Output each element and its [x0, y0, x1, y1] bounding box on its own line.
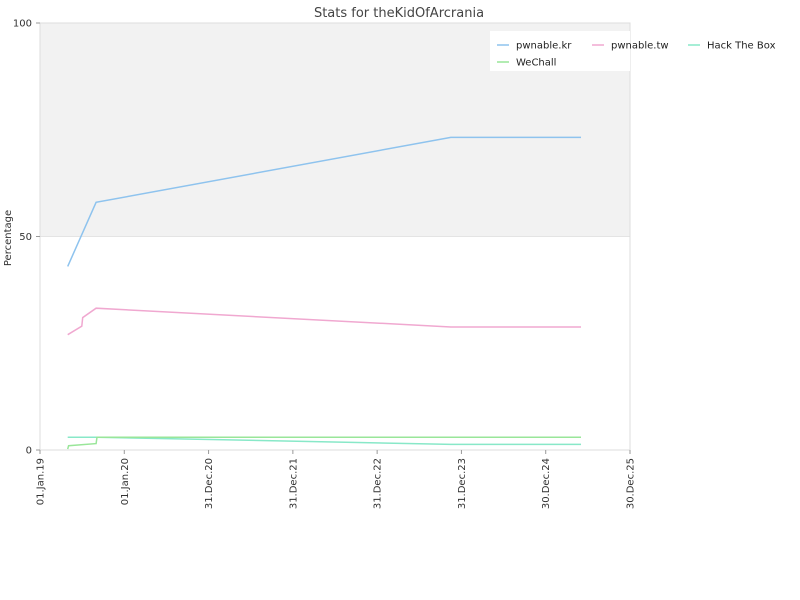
legend-label: pwnable.tw [611, 41, 669, 52]
y-tick-label: 50 [19, 232, 32, 243]
chart-title: Stats for theKidOfArcrania [314, 6, 484, 21]
legend-label: Hack The Box [707, 41, 776, 52]
x-tick-label: 31.Dec.21 [288, 458, 299, 509]
plot-background [39, 22, 631, 451]
x-tick-label: 01.Jan.19 [36, 458, 47, 505]
legend-box [490, 31, 630, 71]
x-tick-label: 31.Dec.20 [204, 458, 215, 509]
x-tick-label: 30.Dec.24 [541, 458, 552, 509]
legend-label: pwnable.kr [516, 41, 572, 52]
legend-label: WeChall [516, 58, 556, 69]
legend: pwnable.kr pwnable.tw Hack The Box WeChall [490, 31, 776, 71]
x-axis: 01.Jan.19 01.Jan.20 31.Dec.20 31.Dec.21 31.D… [36, 450, 637, 509]
y-tick-label: 100 [13, 19, 32, 30]
x-tick-label: 31.Dec.23 [457, 458, 468, 509]
x-tick-label: 01.Jan.20 [120, 458, 131, 505]
series-line-pwnable-tw [67, 307, 581, 336]
y-axis: 0 50 100 [13, 19, 40, 457]
series-line-pwnable-kr [67, 136, 581, 267]
y-axis-label: Percentage [3, 210, 14, 266]
series-line-wechall [66, 436, 581, 450]
series-lines [66, 136, 581, 450]
x-tick-label: 31.Dec.22 [373, 458, 384, 509]
y-tick-label: 0 [26, 446, 32, 457]
x-tick-label: 30.Dec.25 [626, 458, 637, 509]
series-line-hack-the-box [67, 436, 581, 446]
